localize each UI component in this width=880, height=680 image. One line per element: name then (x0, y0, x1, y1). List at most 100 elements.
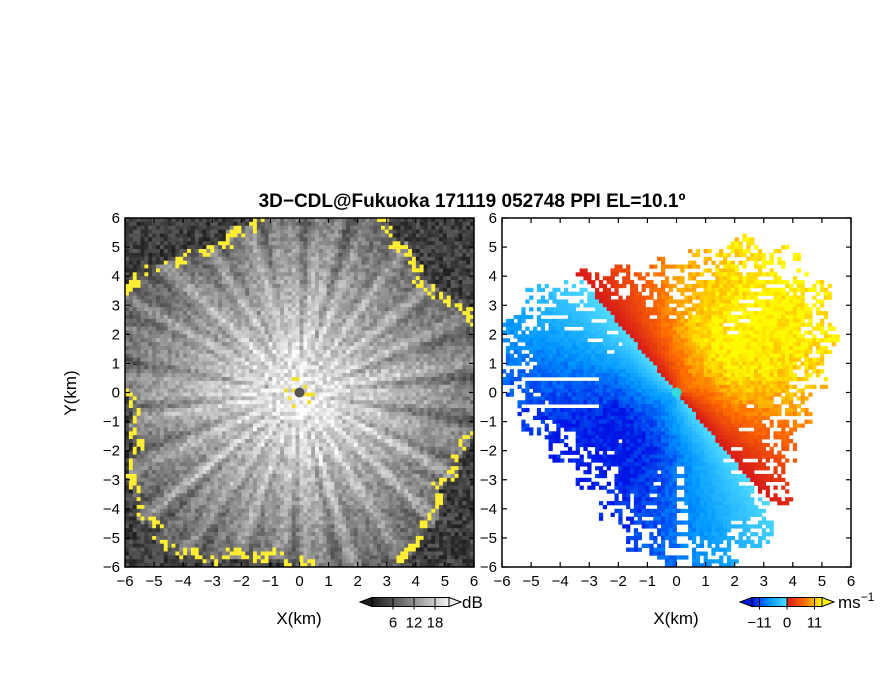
snr-cell (322, 353, 327, 358)
snr-cell (206, 365, 211, 370)
snr-cell (419, 330, 424, 335)
snr-cell (245, 303, 250, 308)
snr-cell (194, 342, 200, 347)
snr-cell (315, 311, 320, 316)
snr-cell (458, 314, 463, 320)
snr-cell (132, 268, 137, 273)
snr-cell (272, 408, 277, 413)
snr-cell (462, 423, 467, 428)
snr-cell (291, 256, 296, 262)
snr-cell (411, 272, 417, 277)
snr-cell (206, 419, 211, 424)
snr-cell (307, 365, 312, 370)
snr-cell (377, 334, 382, 339)
snr-cell (353, 353, 359, 358)
snr-cell (454, 373, 459, 378)
snr-cell (377, 365, 382, 370)
snr-cell (349, 233, 355, 238)
snr-cell (326, 311, 331, 316)
snr-cell (369, 252, 374, 258)
snr-cell (156, 326, 161, 331)
snr-cell (252, 295, 258, 300)
snr-cell (287, 423, 293, 428)
snr-cell (369, 380, 374, 386)
snr-cell (311, 218, 316, 223)
snr-cell (411, 392, 417, 397)
snr-cell (249, 404, 254, 409)
snr-cell (148, 229, 153, 234)
snr-cell (435, 276, 440, 281)
snr-cell (148, 241, 153, 246)
snr-cell (334, 264, 339, 269)
snr-cell (342, 260, 347, 265)
snr-cell (396, 380, 401, 386)
snr-cell (454, 419, 459, 424)
snr-cell (470, 338, 474, 343)
snr-cell (318, 318, 324, 324)
snr-cell (260, 408, 265, 413)
snr-cell (470, 233, 474, 238)
snr-cell (427, 404, 432, 409)
snr-cell (458, 338, 463, 343)
snr-cell (202, 369, 207, 374)
snr-cell (128, 245, 134, 250)
snr-cell (423, 256, 428, 262)
snr-cell (388, 237, 393, 242)
snr-cell (276, 342, 281, 347)
snr-cell (326, 287, 331, 293)
snr-cell (450, 264, 455, 269)
snr-cell (136, 264, 141, 269)
snr-cell (198, 245, 203, 250)
snr-cell (423, 303, 428, 308)
snr-cell (295, 245, 300, 250)
snr-cell (287, 314, 293, 320)
snr-cell (214, 357, 219, 362)
snr-cell (450, 225, 455, 230)
snr-cell (392, 353, 397, 358)
snr-cell (229, 249, 234, 254)
snr-cell (287, 229, 293, 234)
snr-cell (388, 345, 393, 351)
snr-cell (272, 411, 277, 417)
snr-cell (132, 314, 137, 320)
snr-cell (194, 299, 200, 304)
snr-cell (349, 357, 355, 362)
snr-cell (349, 373, 355, 378)
snr-cell (206, 237, 211, 242)
snr-cell (365, 229, 370, 234)
snr-cell (229, 272, 234, 277)
snr-cell (392, 264, 397, 269)
snr-cell (152, 264, 157, 269)
snr-cell (466, 404, 471, 409)
snr-cell (411, 318, 417, 324)
snr-cell (427, 373, 432, 378)
snr-cell (214, 318, 219, 324)
snr-cell (295, 400, 300, 405)
snr-cell (458, 303, 463, 308)
snr-cell (446, 291, 452, 296)
snr-cell (136, 408, 141, 413)
snr-cell (369, 365, 374, 370)
snr-cell (411, 408, 417, 413)
snr-cell (187, 303, 192, 308)
snr-cell (291, 283, 296, 289)
snr-cell (268, 388, 273, 393)
snr-cell (400, 334, 405, 339)
snr-cell (206, 427, 211, 432)
snr-cell (454, 237, 459, 242)
snr-cell (423, 307, 428, 312)
snr-cell (442, 380, 448, 386)
snr-cell (264, 415, 269, 420)
snr-cell (303, 384, 308, 389)
snr-cell (342, 283, 347, 289)
snr-cell (470, 287, 474, 293)
snr-cell (167, 249, 172, 254)
snr-cell (411, 252, 417, 258)
snr-cell (218, 404, 223, 409)
snr-cell (322, 349, 327, 355)
snr-cell (233, 229, 238, 234)
snr-cell (411, 245, 417, 250)
snr-cell (210, 245, 215, 250)
snr-cell (214, 384, 219, 389)
snr-cell (295, 299, 300, 304)
